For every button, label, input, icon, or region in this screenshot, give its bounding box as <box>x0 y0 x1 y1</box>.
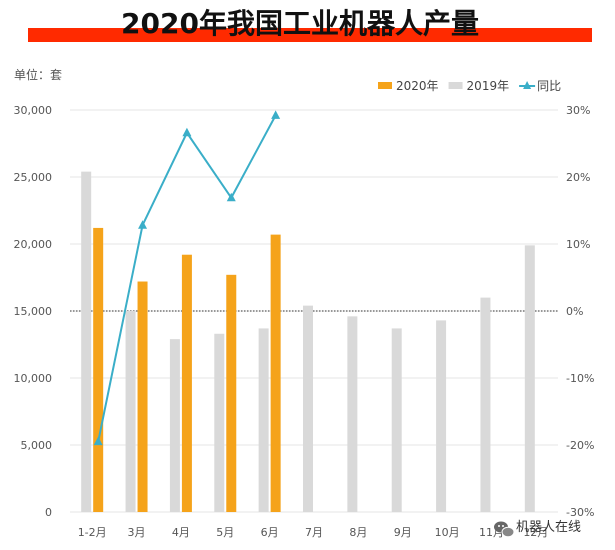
watermark: 机器人在线 <box>494 520 581 538</box>
x-tick-label: 5月 <box>216 526 234 539</box>
right-tick-label: 30% <box>566 104 590 117</box>
legend-label: 2020年 <box>396 79 439 93</box>
left-tick-label: 15,000 <box>14 305 53 318</box>
legend-label: 同比 <box>537 79 561 93</box>
chart-title: 2020年我国工业机器人产量 <box>121 7 479 40</box>
yoy-point <box>226 192 236 202</box>
x-tick-label: 3月 <box>128 526 146 539</box>
x-tick-label: 9月 <box>394 526 412 539</box>
bars <box>81 171 535 513</box>
title-bar <box>28 28 592 42</box>
left-tick-label: 0 <box>45 506 52 519</box>
right-tick-label: 0% <box>566 305 583 318</box>
bar-2019年-7月 <box>303 305 313 512</box>
x-tick-label: 6月 <box>261 526 279 539</box>
yoy-point <box>138 220 148 229</box>
legend-swatch <box>378 82 392 89</box>
bar-2019年-5月 <box>214 333 225 512</box>
left-tick-label: 30,000 <box>14 104 53 117</box>
x-tick-label: 4月 <box>172 526 190 539</box>
x-tick-label: 7月 <box>305 526 323 539</box>
x-tick-label: 10月 <box>435 526 460 539</box>
right-tick-label: 20% <box>566 171 590 184</box>
legend-swatch <box>448 82 463 89</box>
right-axis-ticks: -30% -20% -10% 0% 10% 20% 30% <box>566 104 594 519</box>
x-tick-label: 8月 <box>349 526 367 539</box>
watermark-text: 机器人在线 <box>516 520 581 535</box>
left-tick-label: 25,000 <box>14 171 53 184</box>
right-tick-label: -10% <box>566 372 594 385</box>
bar-2020年-5月 <box>226 274 237 512</box>
bar-2019年-4月 <box>169 339 180 512</box>
yoy-point <box>182 127 192 137</box>
legend-marker <box>523 81 532 89</box>
unit-label: 单位：套 <box>14 67 62 82</box>
legend: 2020年 2019年 同比 <box>378 79 561 93</box>
right-tick-label: 10% <box>566 238 590 251</box>
bar-2019年-12月 <box>524 245 535 512</box>
bar-2019年-8月 <box>347 316 358 512</box>
bar-2019年-1-2月 <box>81 171 92 512</box>
left-tick-label: 20,000 <box>14 238 53 251</box>
bar-2020年-4月 <box>181 254 192 512</box>
left-axis-ticks: 0 5,000 10,000 15,000 20,000 25,000 30,000 <box>14 104 53 519</box>
bar-2019年-3月 <box>125 311 136 512</box>
x-axis-ticks: 1-2月 3月 4月 5月 6月 7月 8月 9月 10月 11月 12月 <box>78 526 549 539</box>
bar-2019年-11月 <box>480 297 491 512</box>
yoy-point <box>93 436 103 446</box>
x-tick-label: 12月 <box>523 526 548 539</box>
left-tick-label: 5,000 <box>21 439 53 452</box>
right-tick-label: -20% <box>566 439 594 452</box>
right-tick-label: -30% <box>566 506 594 519</box>
left-tick-label: 10,000 <box>14 372 53 385</box>
legend-label: 2019年 <box>467 79 510 93</box>
bar-2019年-10月 <box>436 320 447 512</box>
bar-2020年-3月 <box>137 281 148 512</box>
bar-2019年-6月 <box>258 328 269 512</box>
wechat-icon <box>494 521 515 538</box>
yoy-point <box>271 110 281 119</box>
yoy-line-series <box>93 110 281 446</box>
bar-2020年-1-2月 <box>93 227 104 513</box>
x-tick-label: 1-2月 <box>78 526 107 539</box>
bar-2019年-9月 <box>391 328 402 512</box>
bar-2020年-6月 <box>270 234 281 512</box>
